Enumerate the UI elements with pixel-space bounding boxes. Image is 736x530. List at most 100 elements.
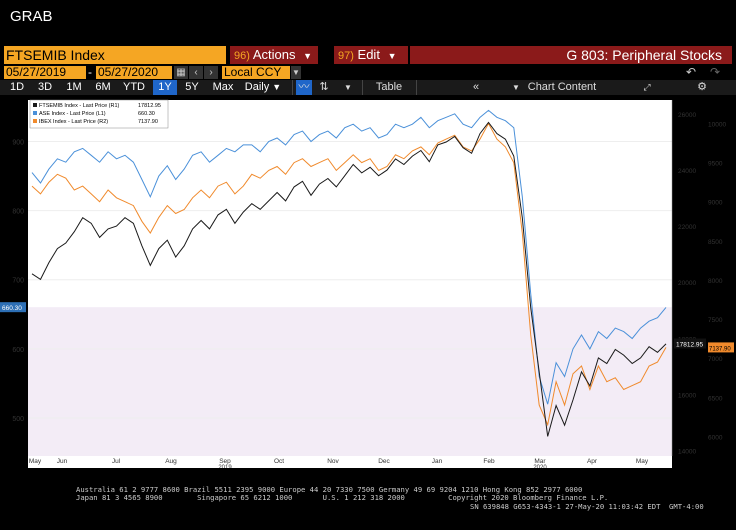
- ibex-current-value-badge: [708, 342, 734, 353]
- legend-entry-value: 7137.90: [138, 119, 158, 125]
- range-1d-button[interactable]: 1D: [9, 81, 25, 93]
- right-axis-2-tick-label: 10000: [708, 121, 726, 128]
- range-ytd-button[interactable]: YTD: [123, 81, 145, 93]
- edit-shortcut: 97): [338, 50, 354, 62]
- range-1y-button[interactable]: 1Y: [153, 80, 177, 95]
- x-axis-year-label: 2019: [218, 465, 232, 468]
- divider: [416, 80, 417, 95]
- x-axis-tick-label: Jun: [57, 458, 68, 465]
- ftsemib-current-value-badge: [674, 338, 706, 349]
- range-3d-button[interactable]: 3D: [37, 81, 53, 93]
- x-axis-band: [28, 456, 672, 468]
- right-axis-1-tick-label: 26000: [678, 112, 696, 119]
- ase-current-value-badge: [0, 302, 26, 313]
- chevron-down-icon: ▼: [303, 51, 312, 61]
- legend-entry-label: IBEX Index - Last Price (R2): [39, 119, 108, 125]
- legend-entry-label: FTSEMIB Index - Last Price (R1): [39, 103, 120, 109]
- x-axis-tick-label: Nov: [327, 458, 339, 465]
- actions-shortcut: 96): [234, 50, 250, 62]
- price-chart[interactable]: 5006007008009001400016000180002000022000…: [0, 96, 736, 471]
- chevron-right-icon[interactable]: ›: [204, 66, 218, 79]
- chevron-left-icon[interactable]: ‹: [189, 66, 203, 79]
- calendar-icon[interactable]: ▦: [174, 66, 188, 79]
- right-axis-2-tick-label: 8000: [708, 278, 723, 285]
- right-axis-area: [673, 100, 736, 456]
- right-axis-2-tick-label: 8500: [708, 239, 723, 246]
- left-axis-tick-label: 500: [12, 416, 24, 423]
- footer-line-1: Australia 61 2 9777 8600 Brazil 5511 239…: [76, 485, 583, 494]
- footer-line-2: Japan 81 3 4565 8900 Singapore 65 6212 1…: [76, 493, 609, 502]
- x-axis-year-label: 2020: [533, 465, 547, 468]
- range-1m-button[interactable]: 1M: [66, 81, 82, 93]
- series-line-ftsemib-index: [31, 121, 667, 437]
- chevron-down-icon[interactable]: ▼: [512, 83, 520, 92]
- range-max-button[interactable]: Max: [212, 81, 234, 93]
- x-axis-tick-label: Apr: [587, 458, 598, 465]
- chevron-down-icon: ▼: [387, 51, 397, 61]
- range-6m-button[interactable]: 6M: [95, 81, 111, 93]
- date-separator: -: [88, 65, 92, 79]
- frequency-select[interactable]: Daily ▼: [243, 80, 283, 95]
- redo-icon[interactable]: ↷: [710, 65, 721, 79]
- right-axis-1-tick-label: 16000: [678, 392, 696, 399]
- shaded-region: [28, 307, 672, 456]
- actions-label: Actions: [252, 47, 296, 62]
- chevron-down-icon[interactable]: ▼: [344, 83, 352, 92]
- frequency-label: Daily: [244, 81, 270, 93]
- expand-icon[interactable]: ⤢: [643, 82, 651, 92]
- x-axis-tick-label: Dec: [378, 458, 390, 465]
- chevron-down-icon: ▼: [272, 82, 282, 92]
- series-line-ibex-index: [31, 122, 667, 427]
- undo-icon[interactable]: ↶: [686, 65, 697, 79]
- ase-current-value-label: 660.30: [2, 305, 22, 312]
- right-axis-1-tick-label: 22000: [678, 224, 696, 231]
- legend-box: [29, 99, 169, 129]
- x-axis-tick-label: Jul: [112, 458, 121, 465]
- x-axis-tick-label: May: [636, 458, 649, 465]
- ticker-field[interactable]: FTSEMIB Index: [4, 46, 226, 64]
- series-line-ase-index: [31, 109, 667, 405]
- actions-menu-button[interactable]: 96) Actions ▼: [230, 46, 318, 64]
- end-date-field[interactable]: 05/27/2020: [96, 66, 172, 79]
- currency-select[interactable]: Local CCY: [222, 66, 290, 79]
- window-title: GRAB: [10, 8, 53, 25]
- table-button[interactable]: Table: [375, 81, 403, 93]
- right-axis-1-tick-label: 20000: [678, 280, 696, 287]
- legend-entry-label: ASE Index - Last Price (L1): [39, 111, 106, 117]
- right-axis-2-tick-label: 9000: [708, 200, 723, 207]
- ibex-current-value-label: 7137.90: [709, 346, 731, 352]
- collapse-left-icon[interactable]: «: [472, 81, 480, 93]
- legend-swatch: [33, 111, 37, 115]
- command-bar: FTSEMIB Index 96) Actions ▼ 97) Edit ▼ G…: [0, 46, 736, 64]
- ftsemib-current-value-label: 17812.95: [676, 342, 703, 349]
- footer-session-info: SN 639848 G653-4343-1 27-May-20 11:03:42…: [470, 502, 704, 511]
- x-axis-tick-label: Mar: [534, 458, 546, 465]
- divider: [362, 80, 363, 95]
- x-axis-tick-label: Sep: [219, 458, 231, 465]
- gear-icon[interactable]: ⚙: [697, 81, 707, 93]
- left-axis-tick-label: 700: [12, 278, 24, 285]
- left-axis-tick-label: 600: [12, 347, 24, 354]
- chevron-down-icon[interactable]: ▼: [291, 66, 301, 79]
- divider: [292, 80, 293, 95]
- right-axis-2-tick-label: 7500: [708, 317, 723, 324]
- range-bar: 1D 3D 1M 6M YTD 1Y 5Y Max Daily ▼ 〰 ⇅ ▼ …: [0, 80, 736, 95]
- edit-menu-button[interactable]: 97) Edit ▼: [334, 46, 408, 64]
- legend-swatch: [33, 119, 37, 123]
- left-axis-tick-label: 900: [12, 139, 24, 146]
- right-axis-2-tick-label: 6500: [708, 395, 723, 402]
- right-axis-1-tick-label: 14000: [678, 448, 696, 455]
- x-axis-tick-label: May: [29, 458, 42, 465]
- sort-icon[interactable]: ⇅: [319, 81, 329, 93]
- right-axis-2-tick-label: 9500: [708, 161, 723, 168]
- right-axis-2-tick-label: 7000: [708, 356, 723, 363]
- chart-content-button[interactable]: Chart Content: [527, 81, 597, 93]
- x-axis-tick-label: Feb: [483, 458, 495, 465]
- footer-contacts: Australia 61 2 9777 8600 Brazil 5511 239…: [76, 486, 736, 502]
- x-axis-tick-label: Jan: [432, 458, 443, 465]
- range-5y-button[interactable]: 5Y: [185, 81, 199, 93]
- line-chart-icon[interactable]: 〰: [296, 80, 312, 95]
- legend-swatch: [33, 103, 37, 107]
- x-axis-tick-label: Oct: [274, 458, 284, 465]
- start-date-field[interactable]: 05/27/2019: [4, 66, 86, 79]
